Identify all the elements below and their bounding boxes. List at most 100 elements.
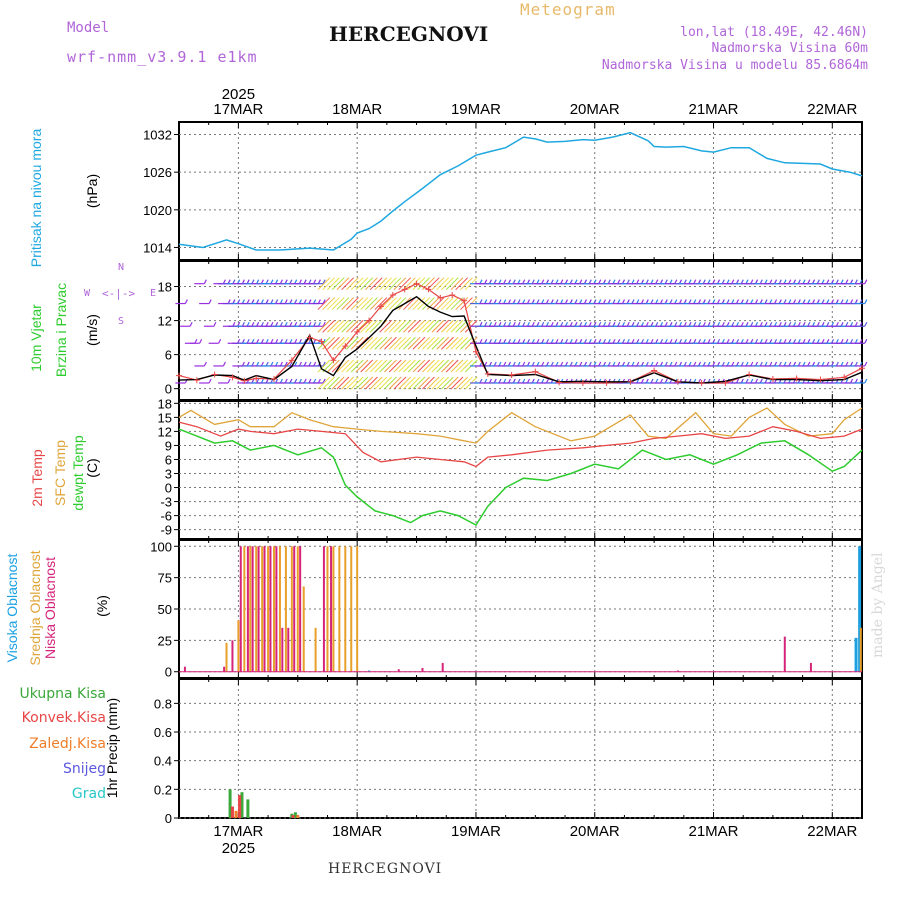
wind-barb (417, 297, 431, 310)
wind-barb (697, 361, 702, 367)
wind-barb (721, 321, 725, 327)
wind-barb (246, 361, 250, 367)
wind-barb (322, 297, 336, 310)
wind-barb (783, 299, 787, 304)
low-cloud-bar (231, 640, 234, 672)
bottom-date-label: 18MAR (332, 823, 382, 840)
wind-barb (569, 279, 573, 284)
wind-barb (488, 321, 492, 327)
low-cloud-bar (322, 546, 325, 672)
wind-barb (845, 279, 849, 284)
wind-barb (640, 299, 645, 304)
wind-barb (631, 279, 635, 284)
wind-barb (365, 277, 378, 291)
wind-barb (845, 378, 849, 384)
wind-barb (569, 338, 573, 344)
wind-barb (716, 299, 721, 304)
wind-barb (308, 338, 312, 344)
y-tick-label: -9 (160, 523, 172, 538)
wind-barb (655, 338, 659, 344)
y-tick-label: 25 (158, 633, 172, 648)
wind-barb (241, 338, 245, 344)
y-tick-label: 12 (158, 314, 172, 329)
wind-barb (740, 321, 744, 327)
mid-cloud-bar (261, 546, 264, 672)
wind-barb (826, 321, 830, 327)
wind-barb (826, 338, 830, 344)
wind-barb (484, 378, 488, 384)
wind-barb (503, 361, 507, 367)
wind-barb (431, 277, 445, 291)
wind-barb (441, 376, 454, 390)
wind-barb (688, 321, 692, 327)
wind-barb (365, 319, 378, 333)
wind-barb (807, 299, 811, 304)
wind-barb (854, 321, 858, 327)
wind-barb (745, 279, 749, 284)
wind-barb (460, 297, 473, 310)
wind-barb (816, 338, 820, 344)
wind-barb (617, 299, 621, 304)
wind-barb (355, 277, 369, 291)
wind-barb (294, 279, 298, 284)
wind-barb (308, 279, 312, 284)
wind-barb (493, 321, 497, 327)
wind-barb (602, 361, 607, 367)
wind-barb (355, 376, 369, 390)
mid-cloud-bar (273, 546, 276, 672)
wind-barb (864, 338, 868, 344)
wind-barb (688, 361, 692, 367)
wind-barb (412, 376, 426, 390)
wind-barb (488, 338, 492, 344)
wind-barb (327, 336, 340, 350)
wind-barb (455, 297, 469, 310)
wind-barb (331, 277, 345, 291)
wind-barb (341, 359, 355, 373)
wind-barb (189, 321, 193, 327)
wind-barb (579, 299, 583, 304)
wind-barb (388, 359, 402, 373)
wind-barb (275, 338, 279, 344)
wind-barb (621, 338, 626, 344)
wind-barb (854, 378, 858, 384)
wind-barb (655, 321, 659, 327)
wind-barb (200, 322, 202, 326)
wind-barb (322, 321, 326, 327)
wind-barb (426, 376, 440, 390)
mid-cloud-bar (290, 546, 293, 672)
wind-barb (498, 378, 502, 384)
wind-barb (683, 338, 687, 344)
elevation-text: Nadmorska Visina 60m (711, 41, 868, 56)
wind-barb (678, 361, 683, 367)
wind-barb (859, 378, 863, 384)
wind-barb (816, 279, 820, 284)
wind-barb (336, 297, 350, 310)
legend-graupel: Grad (71, 786, 106, 802)
wind-barb (831, 321, 835, 327)
mid-cloud-bar (356, 546, 359, 672)
legend-freezing-rain: Zaledj.Kisa (29, 736, 106, 752)
wind-barb (821, 338, 825, 344)
wind-barb (237, 299, 241, 304)
wind-barb (674, 279, 678, 284)
wind-barb (740, 279, 744, 284)
wind-barb (431, 376, 445, 390)
low-cloud-bar (293, 546, 296, 672)
wind-barb (783, 279, 787, 284)
wind-barb (317, 299, 321, 304)
total-precip-bar (228, 789, 232, 818)
wind-barb (569, 299, 573, 304)
wind-barb (327, 277, 340, 291)
wind-barb (232, 299, 236, 304)
wind-barb (617, 361, 621, 367)
mid-cloud-bar (326, 546, 329, 672)
wind-barb (322, 376, 336, 390)
wind-barb (237, 321, 241, 327)
wind-barb (812, 321, 816, 327)
wind-barb (693, 361, 697, 367)
wind-barb (750, 361, 754, 367)
wind-barb (388, 319, 402, 333)
wind-barb (826, 299, 830, 304)
station-title: HERCEGNOVI (329, 22, 489, 46)
wind-barb (327, 359, 340, 373)
